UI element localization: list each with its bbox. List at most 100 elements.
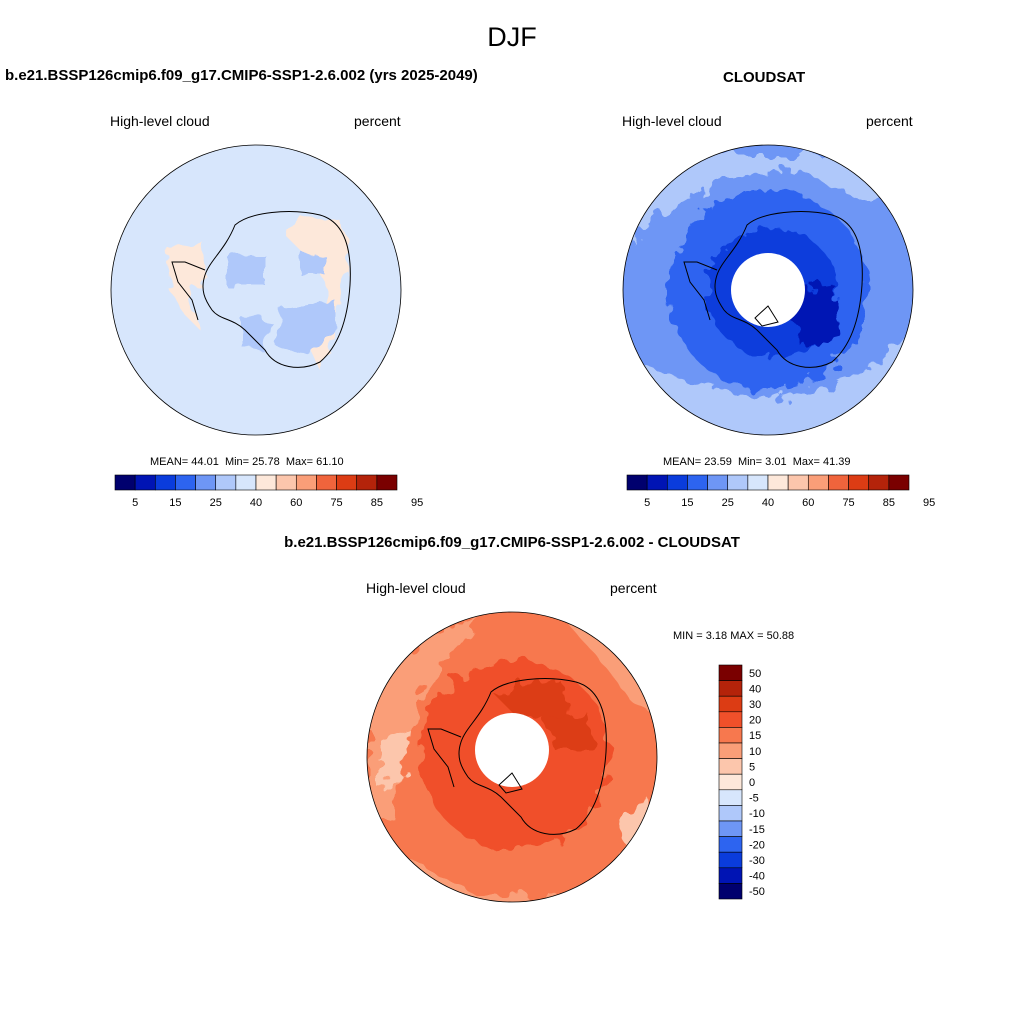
peninsula-coastline [683,261,718,321]
panel-2-title: CLOUDSAT [723,69,806,86]
colorbar-tick-label: 5 [644,497,650,509]
colorbar-tick-label: 25 [722,497,734,509]
colorbar-swatch [718,851,743,869]
colorbar-tick-label: 60 [802,497,814,509]
min-value: 25.78 [252,456,280,468]
colorbar-tick-label: 15 [681,497,693,509]
map-border [110,144,402,436]
colorbar-swatch [718,711,743,728]
colorbar-tick-label: 40 [250,497,262,509]
panel-3-units-label: percent [610,580,657,596]
colorbar-swatch [718,867,743,884]
ice-shelf-coastline [498,772,523,794]
colorbar-tick-label: -5 [749,793,759,805]
max-label: Max= [285,456,314,468]
colorbar-tick-label: 60 [290,497,302,509]
colorbar-tick-label: 75 [330,497,342,509]
antarctica-coastline [202,211,351,368]
colorbar-swatch [718,742,743,759]
colorbar-tick-label: 15 [169,497,181,509]
missing-data-hole [731,253,805,327]
colorbar-swatch [868,474,890,491]
colorbar-tick-label: -50 [749,886,765,898]
colorbar-swatch [718,758,743,775]
ice-shelf-coastline [754,305,779,327]
colorbar-swatch [718,695,743,713]
colorbar-swatch [767,474,789,491]
colorbar-swatch [718,773,743,791]
colorbar-tick-label: 75 [842,497,854,509]
colorbar-swatch [175,474,196,491]
colorbar-tick-label: 50 [749,668,761,680]
panel-3-stats: MIN = 3.18 MAX = 50.88 [673,630,794,642]
colorbar-tick-label: 15 [749,730,761,742]
panel-2-variable-label: High-level cloud [622,113,722,129]
colorbar-tick-label: 40 [762,497,774,509]
colorbar-swatch [718,664,743,681]
colorbar-swatch [646,474,668,491]
colorbar-swatch [336,474,358,491]
colorbar-swatch [316,474,337,491]
colorbar-tick-label: -20 [749,839,765,851]
antarctica-coastline [458,678,607,835]
colorbar-swatch [718,883,743,900]
colorbar-swatch [747,474,769,491]
colorbar-tick-label: -15 [749,824,765,836]
colorbar-swatch [356,474,378,491]
map-border [366,611,658,903]
colorbar-swatch [718,727,743,744]
colorbar-cloudsat: 5 15 25 40 60 75 85 95 [626,474,935,509]
mean-label: MEAN= [663,456,702,468]
colorbar-tick-label: 5 [749,761,755,773]
missing-data-hole [475,713,549,787]
colorbar-swatch [727,474,749,491]
min-value: 3.18 [705,630,728,642]
min-label: Min= [224,456,250,468]
colorbar-swatch [718,789,743,806]
panel-3-variable-label: High-level cloud [366,580,466,596]
colorbar-swatch [376,474,398,491]
panel-2-units-label: percent [866,113,913,129]
mean-value: 44.01 [191,456,219,468]
colorbar-swatch [687,474,708,491]
panel-3-title: b.e21.BSSP126cmip6.f09_g17.CMIP6-SSP1-2.… [284,534,740,551]
colorbar-tick-label: 30 [749,699,761,711]
colorbar-swatch [235,474,257,491]
colorbar-swatch [154,474,176,491]
colorbar-tick-label: 25 [210,497,222,509]
colorbar-swatch [134,474,156,491]
colorbar-tick-label: 95 [923,497,935,509]
colorbar-swatch [295,474,317,491]
colorbar-tick-label: -30 [749,855,765,867]
panel-2-stats: MEAN= 23.59 Min= 3.01 Max= 41.39 [663,456,851,468]
colorbar-swatch [828,474,849,491]
max-value: 61.10 [316,456,344,468]
map-background [111,145,401,435]
colorbar-tick-label: 95 [411,497,423,509]
max-value: 41.39 [822,456,851,468]
map-border [622,144,914,436]
colorbar-tick-label: 10 [749,746,761,758]
min-value: 3.01 [765,456,787,468]
colorbar-swatch [255,474,277,491]
antarctica-coastline [714,211,863,368]
figure-title: DJF [487,22,537,52]
colorbar-swatch [718,820,743,837]
colorbar-tick-label: 5 [132,497,138,509]
colorbar-tick-label: 85 [883,497,895,509]
map-difference [366,611,658,903]
colorbar-tick-label: 85 [371,497,383,509]
map-model [110,144,402,436]
colorbar-swatch [787,474,809,491]
colorbar-model: 5 15 25 40 60 75 85 95 [114,474,423,509]
colorbar-tick-label: -40 [749,871,765,883]
mean-label: MEAN= [150,456,189,468]
colorbar-tick-label: 0 [749,777,755,789]
min-label: MIN = [673,630,703,642]
peninsula-coastline [171,261,206,321]
panel-1-stats: MEAN= 44.01 Min= 25.78 Max= 61.10 [150,456,344,468]
mean-value: 23.59 [704,456,732,468]
colorbar-swatch [718,805,743,822]
